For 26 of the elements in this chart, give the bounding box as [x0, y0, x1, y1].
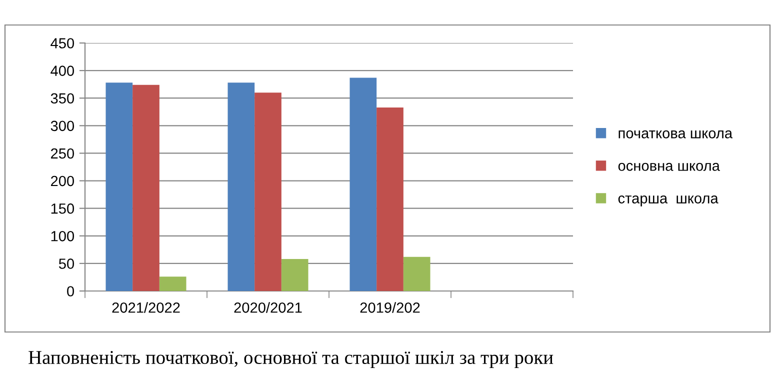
- y-tick-label: 450: [50, 38, 74, 48]
- legend-label: старша школа: [618, 195, 718, 206]
- y-tick-label: 350: [50, 93, 74, 104]
- bar: [403, 256, 430, 291]
- text: Наповненість початкової, основної та старшої шкіл за три роки: [28, 350, 554, 368]
- y-tick-label: 50: [58, 258, 74, 269]
- y-tick-label: 200: [50, 176, 74, 186]
- legend-label: основна школа: [618, 162, 720, 171]
- bar: [132, 84, 160, 291]
- bar: [254, 92, 282, 291]
- bar: [228, 82, 255, 291]
- bar: [376, 107, 404, 291]
- y-tick-label: 100: [51, 230, 74, 242]
- y-tick-label: 400: [50, 66, 74, 76]
- legend-label: початкова школа: [618, 130, 733, 138]
- x-tick-label: 2019/202: [360, 302, 420, 313]
- bar: [281, 259, 308, 291]
- bar: [106, 82, 133, 291]
- x-tick-label: 2020/2021: [234, 302, 302, 313]
- y-tick-label: 0: [67, 286, 74, 296]
- bar: [350, 78, 377, 291]
- bar: [159, 276, 186, 291]
- y-tick-label: 300: [50, 120, 74, 132]
- y-tick-label: 150: [51, 203, 74, 214]
- y-tick-label: 250: [50, 148, 74, 159]
- x-tick-label: 2021/2022: [112, 302, 180, 313]
